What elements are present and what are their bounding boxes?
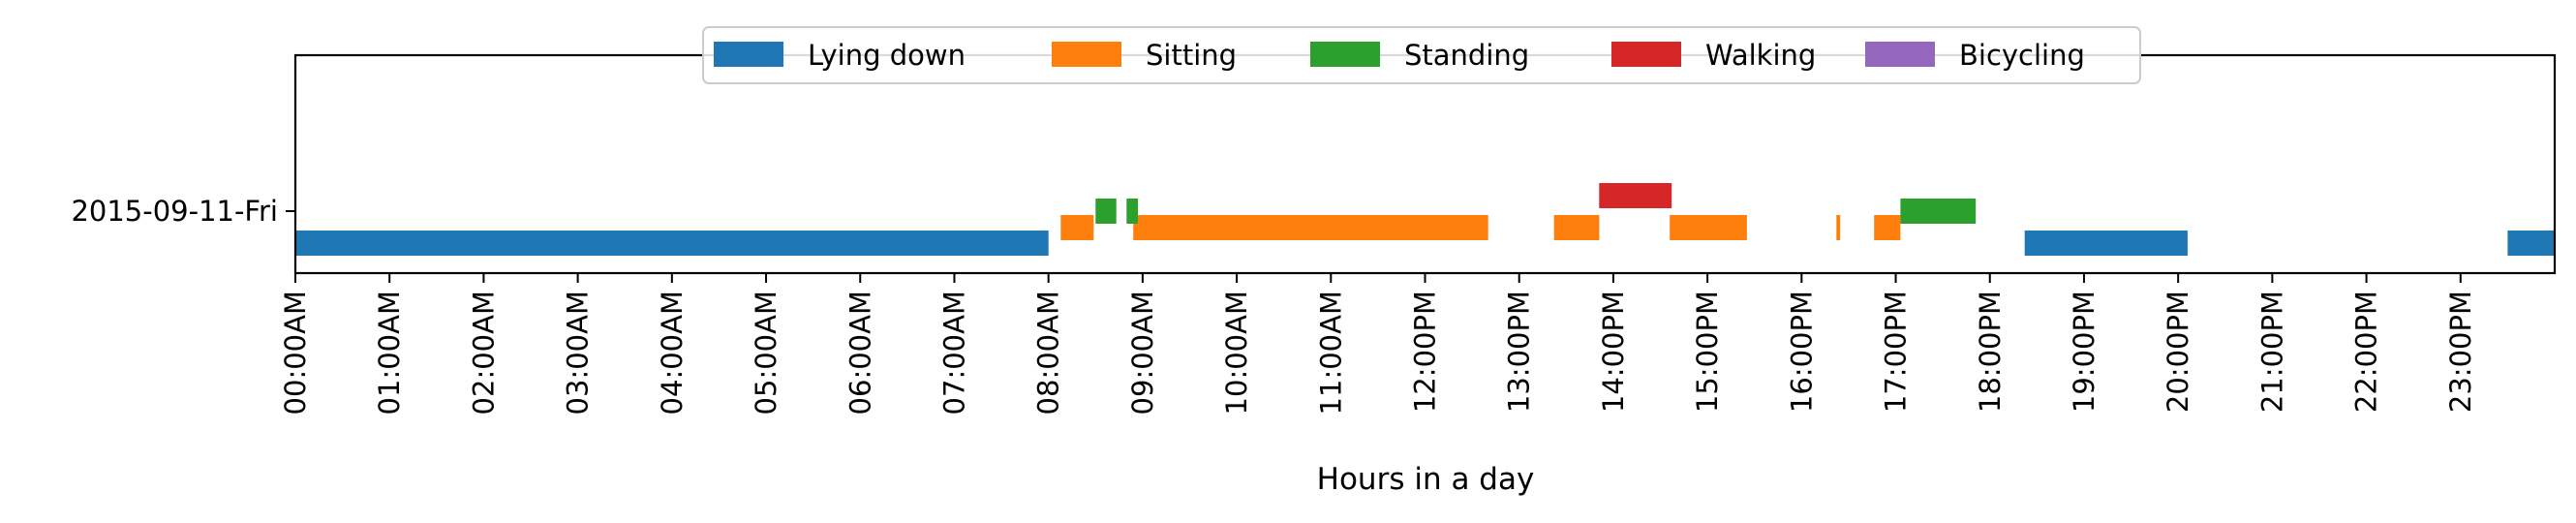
bar-sitting xyxy=(1670,215,1747,240)
bar-standing xyxy=(1126,199,1138,224)
legend-label: Bicycling xyxy=(1959,39,2085,72)
x-tick-label: 06:00AM xyxy=(843,291,876,415)
legend: Lying down Sitting Standing Walking Bicyclin… xyxy=(702,26,2141,84)
plot-area xyxy=(295,183,2555,256)
x-tick-label: 17:00PM xyxy=(1880,291,1913,413)
bar-sitting xyxy=(1836,215,1841,240)
bar-sitting xyxy=(1060,215,1094,240)
legend-label: Lying down xyxy=(808,39,966,72)
x-tick-label: 14:00PM xyxy=(1597,291,1630,413)
x-tick-label: 11:00AM xyxy=(1314,291,1347,415)
legend-label: Sitting xyxy=(1146,39,1237,72)
bar-lying-down xyxy=(2507,231,2555,256)
x-tick-label: 09:00AM xyxy=(1126,291,1159,415)
legend-swatch-walking xyxy=(1611,42,1681,67)
x-tick-label: 18:00PM xyxy=(1974,291,2007,413)
bar-sitting xyxy=(1553,215,1600,240)
x-tick-label: 07:00AM xyxy=(937,291,970,415)
x-tick-label: 03:00AM xyxy=(562,291,595,415)
x-tick-label: 10:00AM xyxy=(1220,291,1253,415)
x-tick-label: 05:00AM xyxy=(750,291,782,415)
legend-swatch-standing xyxy=(1310,42,1380,67)
x-tick-label: 22:00PM xyxy=(2350,291,2383,413)
legend-swatch-lying-down xyxy=(714,42,783,67)
x-tick-label: 08:00AM xyxy=(1032,291,1065,415)
x-tick-label: 04:00AM xyxy=(656,291,689,415)
bar-standing xyxy=(1095,199,1117,224)
x-tick-label: 01:00AM xyxy=(373,291,406,415)
x-tick-label: 23:00PM xyxy=(2444,291,2477,413)
x-tick-label: 12:00PM xyxy=(1409,291,1442,413)
x-tick-label: 19:00PM xyxy=(2068,291,2101,413)
legend-swatch-bicycling xyxy=(1865,42,1935,67)
y-tick-label: 2015-09-11-Fri xyxy=(71,195,278,228)
bar-sitting xyxy=(1133,215,1488,240)
axes: 00:00AM 01:00AM 02:00AM 03:00AM 04:00AM 05:00… xyxy=(71,53,2557,415)
bar-walking xyxy=(1599,183,1672,208)
x-tick-label: 15:00PM xyxy=(1691,291,1724,413)
x-tick-label: 16:00PM xyxy=(1785,291,1818,413)
legend-swatch-sitting xyxy=(1052,42,1121,67)
legend-label: Standing xyxy=(1404,39,1529,72)
x-tick-label: 21:00PM xyxy=(2255,291,2288,413)
x-tick-label: 02:00AM xyxy=(467,291,500,415)
x-tick-label: 13:00PM xyxy=(1503,291,1536,413)
legend-box xyxy=(702,26,2141,84)
bar-lying-down xyxy=(2024,231,2188,256)
bar-sitting xyxy=(1874,215,1901,240)
legend-label: Walking xyxy=(1705,39,1816,72)
bar-standing xyxy=(1900,199,1977,224)
bar-lying-down xyxy=(295,231,1049,256)
x-axis-label: Hours in a day xyxy=(1317,462,1535,497)
x-tick-label: 20:00PM xyxy=(2162,291,2194,413)
x-tick-label: 00:00AM xyxy=(279,291,312,415)
